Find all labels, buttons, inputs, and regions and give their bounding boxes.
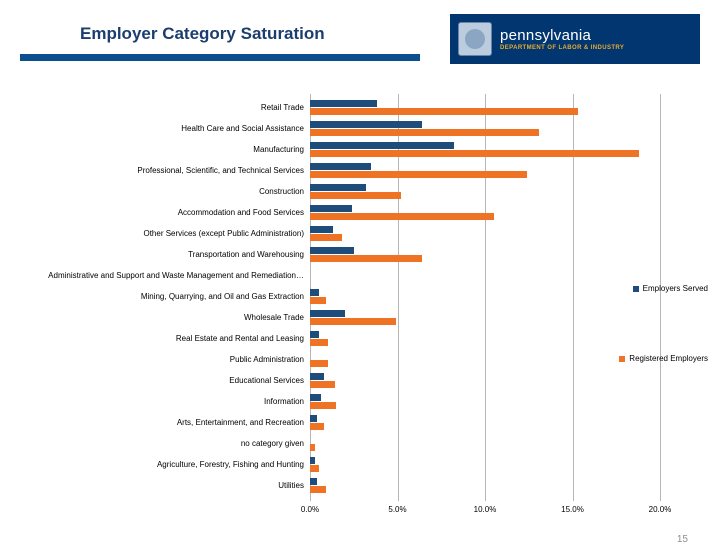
x-axis-tick: 10.0% <box>465 505 505 514</box>
slide-root: Employer Category Saturation pennsylvani… <box>0 14 720 554</box>
bar-registered <box>310 171 527 178</box>
bar-registered <box>310 381 335 388</box>
bar-served <box>310 247 354 254</box>
category-label: Utilities <box>10 481 304 490</box>
legend-label: Employers Served <box>643 284 708 293</box>
category-label: Real Estate and Rental and Leasing <box>10 334 304 343</box>
bar-registered <box>310 255 422 262</box>
bar-served <box>310 142 454 149</box>
bar-registered <box>310 465 319 472</box>
bar-chart: 0.0% 5.0% 10.0% 15.0% 20.0% Retail Trade Healt… <box>10 94 710 534</box>
bar-registered <box>310 402 336 409</box>
plot-area: 0.0% 5.0% 10.0% 15.0% 20.0% Retail Trade Healt… <box>10 94 710 514</box>
bar-registered <box>310 108 578 115</box>
x-axis-tick: 15.0% <box>553 505 593 514</box>
bar-served <box>310 205 352 212</box>
title-underline <box>20 54 420 61</box>
bar-served <box>310 163 371 170</box>
category-label: Arts, Entertainment, and Recreation <box>10 418 304 427</box>
category-label: Information <box>10 397 304 406</box>
logo-dept: DEPARTMENT OF LABOR & INDUSTRY <box>500 45 624 51</box>
bar-registered <box>310 339 328 346</box>
bar-registered <box>310 234 342 241</box>
category-label: Wholesale Trade <box>10 313 304 322</box>
logo-text: pennsylvania DEPARTMENT OF LABOR & INDUS… <box>500 28 624 51</box>
bar-registered <box>310 486 326 493</box>
bar-registered <box>310 360 328 367</box>
bar-served <box>310 415 317 422</box>
slide-title: Employer Category Saturation <box>80 24 325 44</box>
bar-registered <box>310 150 639 157</box>
category-label: Professional, Scientific, and Technical … <box>10 166 304 175</box>
bar-served <box>310 226 333 233</box>
legend-label: Registered Employers <box>629 354 708 363</box>
bar-served <box>310 331 319 338</box>
bar-served <box>310 100 377 107</box>
category-label: no category given <box>10 439 304 448</box>
bar-registered <box>310 213 494 220</box>
category-label: Agriculture, Forestry, Fishing and Hunti… <box>10 460 304 469</box>
bar-registered <box>310 423 324 430</box>
category-label: Accommodation and Food Services <box>10 208 304 217</box>
legend-item: Employers Served <box>633 284 708 293</box>
category-label: Manufacturing <box>10 145 304 154</box>
slide-header: Employer Category Saturation pennsylvani… <box>20 14 700 70</box>
legend-item: Registered Employers <box>619 354 708 363</box>
category-label: Health Care and Social Assistance <box>10 124 304 133</box>
bar-registered <box>310 192 401 199</box>
x-axis-tick: 20.0% <box>640 505 680 514</box>
x-axis-tick: 0.0% <box>290 505 330 514</box>
bar-served <box>310 373 324 380</box>
x-axis-tick: 5.0% <box>378 505 418 514</box>
category-label: Mining, Quarrying, and Oil and Gas Extra… <box>10 292 304 301</box>
gridline <box>660 94 661 501</box>
bar-registered <box>310 129 539 136</box>
bar-served <box>310 121 422 128</box>
legend-swatch <box>633 286 639 292</box>
category-label: Other Services (except Public Administra… <box>10 229 304 238</box>
logo-state: pennsylvania <box>500 28 624 43</box>
bar-registered <box>310 318 396 325</box>
state-seal-icon <box>458 22 492 56</box>
category-label: Transportation and Warehousing <box>10 250 304 259</box>
bar-served <box>310 184 366 191</box>
category-label: Construction <box>10 187 304 196</box>
legend-swatch <box>619 356 625 362</box>
logo-block: pennsylvania DEPARTMENT OF LABOR & INDUS… <box>450 14 700 64</box>
bar-served <box>310 457 315 464</box>
category-label: Educational Services <box>10 376 304 385</box>
bar-served <box>310 310 345 317</box>
bar-served <box>310 478 317 485</box>
category-label: Retail Trade <box>10 103 304 112</box>
bar-served <box>310 289 319 296</box>
bar-served <box>310 394 321 401</box>
category-label: Administrative and Support and Waste Man… <box>10 271 304 280</box>
category-label: Public Administration <box>10 355 304 364</box>
bar-registered <box>310 444 315 451</box>
bar-registered <box>310 297 326 304</box>
